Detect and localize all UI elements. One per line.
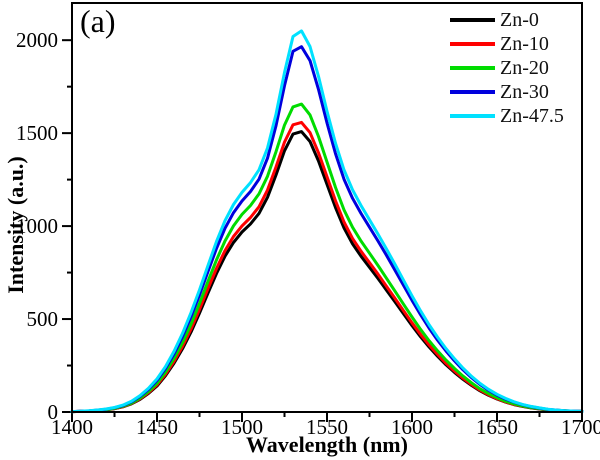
- x-axis-title: Wavelength (nm): [246, 432, 408, 457]
- legend-item-zn-0: Zn-0: [450, 9, 564, 30]
- legend-item-zn-30: Zn-30: [450, 81, 564, 102]
- figure-label: (a): [80, 3, 116, 39]
- legend-label: Zn-0: [500, 8, 539, 31]
- series-line-zn-20: [70, 102, 584, 414]
- legend: Zn-0 Zn-10 Zn-20 Zn-30 Zn-47.5: [450, 9, 564, 126]
- y-tick-label: 0: [48, 400, 59, 424]
- legend-line-sample: [450, 65, 495, 70]
- legend-line-sample: [450, 41, 495, 46]
- y-tick-label: 2000: [16, 28, 58, 52]
- x-tick-label: 1650: [476, 415, 518, 439]
- y-tick-label: 1000: [16, 214, 58, 238]
- series-line-zn-47-5: [70, 29, 584, 414]
- axis-ticks: 1400 1450 1500 1550 1600 1650 1700 0 500 1000 1500…: [16, 28, 600, 439]
- legend-line-sample: [450, 113, 495, 118]
- x-tick-label: 1550: [306, 415, 348, 439]
- y-axis-title: Intensity (a.u.): [3, 156, 28, 294]
- x-tick-label: 1500: [221, 415, 263, 439]
- legend-label: Zn-20: [500, 56, 549, 79]
- legend-label: Zn-10: [500, 32, 549, 55]
- x-tick-label: 1600: [391, 415, 433, 439]
- y-tick-label: 500: [27, 307, 59, 331]
- legend-item-zn-10: Zn-10: [450, 33, 564, 54]
- x-tick-label: 1400: [51, 415, 93, 439]
- legend-item-zn-47-5: Zn-47.5: [450, 105, 564, 126]
- legend-label: Zn-47.5: [500, 104, 564, 127]
- x-tick-label: 1450: [136, 415, 178, 439]
- x-tick-label: 1700: [561, 415, 600, 439]
- series-lines: [70, 29, 584, 414]
- legend-line-sample: [450, 17, 495, 22]
- legend-label: Zn-30: [500, 80, 549, 103]
- legend-line-sample: [450, 89, 495, 94]
- plot-frame: [71, 2, 583, 413]
- legend-item-zn-20: Zn-20: [450, 57, 564, 78]
- y-tick-label: 1500: [16, 121, 58, 145]
